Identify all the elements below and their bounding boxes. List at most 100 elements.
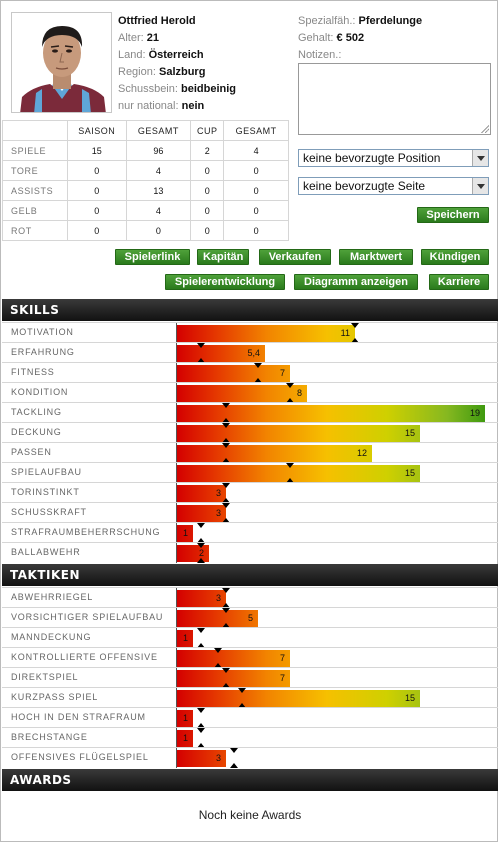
bar-value: 3 bbox=[215, 753, 221, 763]
stats-cell: 0 bbox=[223, 160, 289, 181]
stats-cell: 0 bbox=[190, 180, 225, 201]
tactic-label: MANNDECKUNG bbox=[11, 632, 92, 642]
bar-value: 7 bbox=[279, 368, 285, 378]
level-marker-icon bbox=[230, 748, 239, 768]
skill-row: SPIELAUFBAU 15 bbox=[2, 462, 498, 483]
stats-cell: 0 bbox=[67, 200, 127, 221]
stats-cell: 13 bbox=[125, 180, 192, 201]
bar-value: 12 bbox=[356, 448, 367, 458]
bar-value: 1 bbox=[182, 713, 188, 723]
level-marker-icon bbox=[222, 608, 231, 628]
skill-bar: 12 bbox=[177, 445, 372, 462]
tactic-label: HOCH IN DEN STRAFRAUM bbox=[11, 712, 146, 722]
row-divider bbox=[176, 648, 177, 668]
bar-value: 3 bbox=[215, 508, 221, 518]
row-divider bbox=[176, 503, 177, 523]
tactic-label: VORSICHTIGER SPIELAUFBAU bbox=[11, 612, 164, 622]
stats-row-label: ASSISTS bbox=[2, 180, 68, 201]
skill-row: PASSEN 12 bbox=[2, 442, 498, 463]
player-development-button[interactable]: Spielerentwicklung bbox=[165, 274, 285, 290]
tactic-label: DIREKTSPIEL bbox=[11, 672, 79, 682]
stats-cell: 0 bbox=[67, 220, 127, 241]
stats-cell: 0 bbox=[67, 180, 127, 201]
skill-bar: 11 bbox=[177, 325, 355, 342]
skill-label: KONDITION bbox=[11, 387, 69, 397]
skill-row: FITNESS 7 bbox=[2, 362, 498, 383]
skill-label: SPIELAUFBAU bbox=[11, 467, 82, 477]
bar-value: 7 bbox=[279, 673, 285, 683]
career-button[interactable]: Karriere bbox=[429, 274, 489, 290]
row-divider bbox=[176, 748, 177, 768]
bar-value: 3 bbox=[215, 593, 221, 603]
stats-cell: 4 bbox=[125, 200, 192, 221]
bar-value: 1 bbox=[182, 528, 188, 538]
chevron-down-icon[interactable] bbox=[472, 178, 488, 194]
level-marker-icon bbox=[197, 543, 206, 563]
sell-button[interactable]: Verkaufen bbox=[259, 249, 331, 265]
row-divider bbox=[176, 628, 177, 648]
stats-row: TORE 0 4 0 0 bbox=[2, 160, 289, 181]
row-divider bbox=[176, 588, 177, 608]
bar-value: 11 bbox=[340, 328, 350, 338]
row-divider bbox=[176, 323, 177, 343]
salary-label: Gehalt: bbox=[298, 32, 334, 44]
show-diagram-button[interactable]: Diagramm anzeigen bbox=[294, 274, 418, 290]
stats-cell: 0 bbox=[223, 180, 289, 201]
stats-header-row: SAISON GESAMT CUP GESAMT bbox=[2, 120, 289, 141]
skill-row: ERFAHRUNG 5,4 bbox=[2, 342, 498, 363]
skill-label: MOTIVATION bbox=[11, 327, 74, 337]
position-select[interactable]: keine bevorzugte Position bbox=[298, 149, 489, 167]
stats-cell: 0 bbox=[223, 200, 289, 221]
chevron-down-icon[interactable] bbox=[472, 150, 488, 166]
awards-empty-text: Noch keine Awards bbox=[198, 808, 302, 822]
bar-value: 5 bbox=[247, 613, 253, 623]
tactic-bar: 1 bbox=[177, 730, 193, 747]
tactic-bar: 15 bbox=[177, 690, 420, 707]
stats-cell: 0 bbox=[223, 220, 289, 241]
captain-button[interactable]: Kapitän bbox=[197, 249, 249, 265]
notes-label: Notizen.: bbox=[298, 49, 342, 61]
skill-row: KONDITION 8 bbox=[2, 382, 498, 403]
level-marker-icon bbox=[197, 628, 206, 648]
tactic-row: DIREKTSPIEL 7 bbox=[2, 667, 498, 688]
skill-label: TACKLING bbox=[11, 407, 62, 417]
level-marker-icon bbox=[214, 648, 223, 668]
region-label: Region: bbox=[118, 66, 156, 78]
row-divider bbox=[176, 483, 177, 503]
level-marker-icon bbox=[197, 523, 206, 543]
row-divider bbox=[176, 543, 177, 563]
side-select[interactable]: keine bevorzugte Seite bbox=[298, 177, 489, 195]
stats-cell: 0 bbox=[190, 220, 225, 241]
level-marker-icon bbox=[286, 383, 295, 403]
notes-textarea[interactable] bbox=[298, 63, 491, 135]
level-marker-icon bbox=[222, 403, 231, 423]
tactic-bar: 5 bbox=[177, 610, 258, 627]
row-divider bbox=[176, 668, 177, 688]
stats-cell: 2 bbox=[190, 140, 225, 161]
bar-value: 5,4 bbox=[247, 348, 260, 358]
resize-grip-icon[interactable] bbox=[480, 124, 489, 133]
level-marker-icon bbox=[222, 443, 231, 463]
row-divider bbox=[176, 383, 177, 403]
stats-cell: 0 bbox=[67, 160, 127, 181]
tactic-bar: 1 bbox=[177, 630, 193, 647]
stats-row-label: GELB bbox=[2, 200, 68, 221]
terminate-button[interactable]: Kündigen bbox=[421, 249, 489, 265]
market-value-button[interactable]: Marktwert bbox=[339, 249, 413, 265]
level-marker-icon bbox=[197, 728, 206, 748]
stats-header: GESAMT bbox=[223, 120, 289, 141]
player-link-button[interactable]: Spielerlink bbox=[115, 249, 190, 265]
tactic-row: HOCH IN DEN STRAFRAUM 1 bbox=[2, 707, 498, 728]
tactic-row: MANNDECKUNG 1 bbox=[2, 627, 498, 648]
bar-value: 8 bbox=[296, 388, 302, 398]
tactic-label: KURZPASS SPIEL bbox=[11, 692, 99, 702]
level-marker-icon bbox=[254, 363, 263, 383]
skill-row: TACKLING 19 bbox=[2, 402, 498, 423]
stats-cell: 15 bbox=[67, 140, 127, 161]
player-avatar-icon bbox=[12, 13, 111, 112]
save-button[interactable]: Speichern bbox=[417, 207, 489, 223]
row-divider bbox=[176, 463, 177, 483]
national-label: nur national: bbox=[118, 100, 179, 112]
stats-cell: 0 bbox=[190, 200, 225, 221]
